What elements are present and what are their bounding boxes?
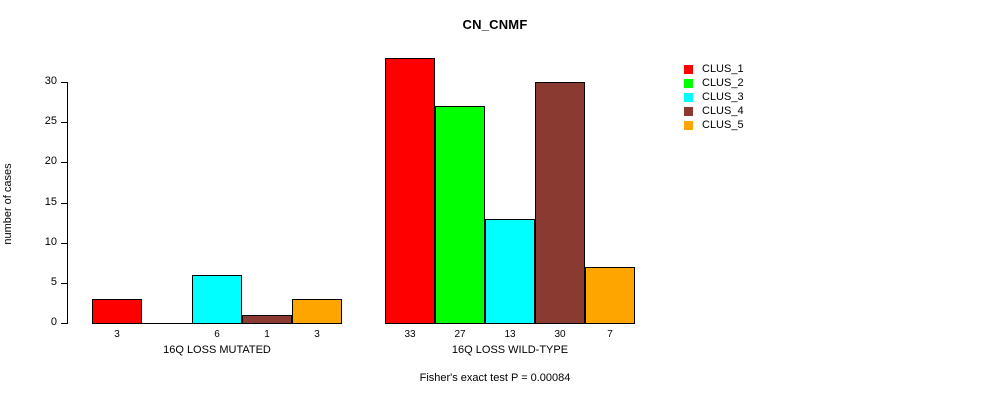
- y-axis-tick: [61, 282, 67, 284]
- group-axis-label: 16Q LOSS WILD-TYPE: [451, 344, 569, 356]
- y-axis-line: [67, 82, 68, 324]
- bar-clus_2-2[interactable]: [435, 106, 485, 324]
- bar-value-label: 30: [554, 329, 566, 340]
- y-axis-tick: [61, 242, 67, 244]
- bar-value-label: 13: [504, 329, 516, 340]
- legend-item-label: CLUS_3: [702, 90, 744, 103]
- y-axis-tick: [61, 202, 67, 204]
- legend-item-clus_2[interactable]: CLUS_2: [683, 76, 744, 90]
- y-axis-tick-label: 10: [44, 235, 57, 248]
- y-axis-tick-label-wrap: 10: [0, 235, 57, 248]
- y-axis-tick-label-wrap: 5: [0, 275, 57, 288]
- y-axis-tick-label: 15: [44, 195, 57, 208]
- bar-value-label: 1: [264, 329, 270, 340]
- legend-item-clus_1[interactable]: CLUS_1: [683, 62, 744, 76]
- legend-item-label: CLUS_1: [702, 62, 744, 75]
- bar-clus_1-2[interactable]: [385, 58, 435, 324]
- y-axis-tick-label-wrap: 20: [0, 156, 57, 167]
- bar-clus_5-2[interactable]: [585, 267, 635, 324]
- legend-item-label: CLUS_5: [702, 118, 744, 131]
- bar-clus_4-2[interactable]: [535, 82, 585, 324]
- bar-value-label: 3: [314, 329, 320, 340]
- y-axis-tick: [61, 323, 67, 324]
- bar-clus_5-1[interactable]: [292, 299, 342, 324]
- y-axis-tick-label: 20: [44, 155, 57, 168]
- legend-color-swatch: [683, 63, 694, 75]
- legend-item-label: CLUS_2: [702, 76, 744, 89]
- legend-color-swatch: [683, 105, 694, 117]
- bar-value-label: 7: [607, 329, 613, 340]
- legend-color-swatch: [683, 77, 694, 89]
- y-axis-tick-label-wrap: 30: [0, 76, 57, 87]
- legend-item-clus_5[interactable]: CLUS_5: [683, 118, 744, 132]
- bar-value-label: 33: [404, 329, 416, 340]
- y-axis-tick-label-wrap: 15: [0, 195, 57, 208]
- y-axis-tick: [61, 82, 67, 83]
- chart-title: CN_CNMF: [462, 17, 528, 32]
- bar-clus_1-1[interactable]: [92, 299, 142, 324]
- y-axis-tick: [61, 122, 67, 124]
- group-axis-label: 16Q LOSS MUTATED: [163, 344, 271, 356]
- bar-clus_3-1[interactable]: [192, 275, 242, 324]
- bar-value-label: 27: [454, 329, 466, 340]
- bar-clus_4-1[interactable]: [242, 315, 292, 324]
- legend-color-swatch: [683, 119, 694, 131]
- y-axis-tick-label-wrap: 0: [0, 317, 57, 328]
- bar-value-label: 6: [214, 329, 220, 340]
- bar-value-label: 3: [114, 329, 120, 340]
- statistical-test-annotation: Fisher's exact test P = 0.00084: [419, 372, 571, 384]
- y-axis-tick-label: 0: [50, 316, 57, 328]
- y-axis-label: number of cases: [2, 163, 14, 245]
- y-axis-tick-label-wrap: 25: [0, 116, 57, 127]
- y-axis-tick-label: 5: [50, 275, 57, 288]
- y-axis-tick: [61, 162, 67, 164]
- y-axis-tick-label: 30: [44, 75, 57, 87]
- legend: CLUS_1 CLUS_2 CLUS_3 CLUS_4 CLUS_5: [683, 62, 744, 132]
- legend-item-clus_3[interactable]: CLUS_3: [683, 90, 744, 104]
- legend-item-label: CLUS_4: [702, 104, 744, 117]
- legend-color-swatch: [683, 91, 694, 103]
- bar-clus_3-2[interactable]: [485, 219, 535, 324]
- legend-item-clus_4[interactable]: CLUS_4: [683, 104, 744, 118]
- y-axis-tick-label: 25: [44, 115, 57, 128]
